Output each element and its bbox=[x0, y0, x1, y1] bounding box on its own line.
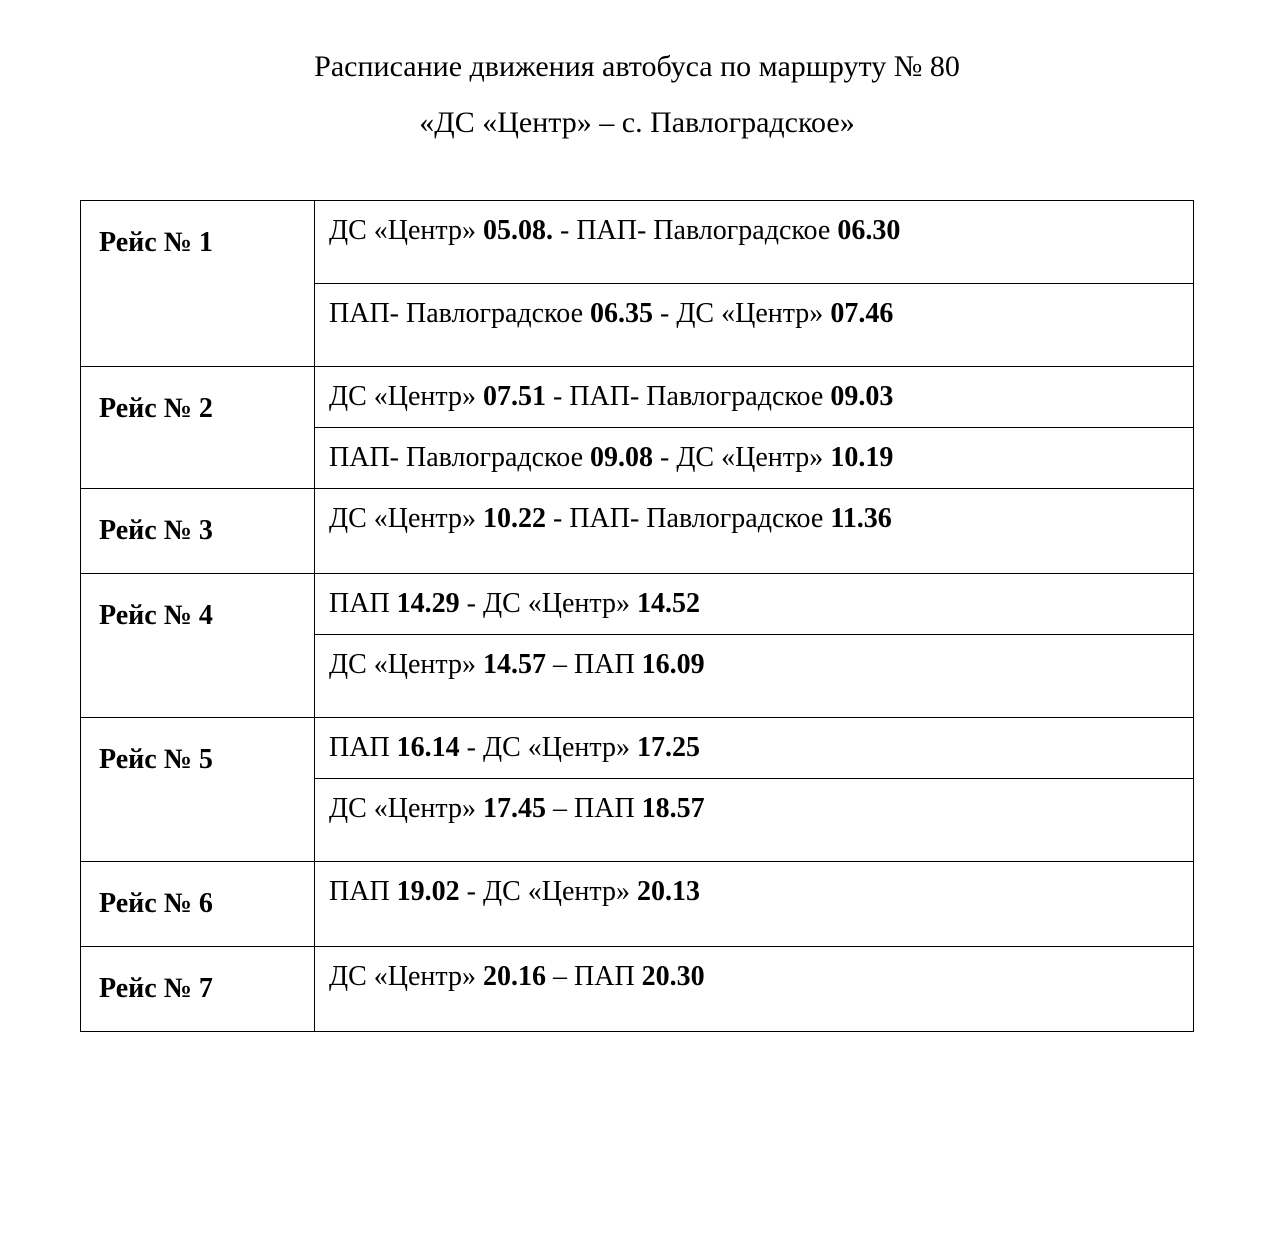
route-cell: ДС «Центр» 05.08. - ПАП- Павлоградское 0… bbox=[315, 201, 1194, 284]
trip-label: Рейс № 5 bbox=[81, 718, 315, 862]
route-cell: ДС «Центр» 20.16 – ПАП 20.30 bbox=[315, 947, 1194, 1032]
time-value: 06.35 bbox=[590, 298, 653, 329]
time-value: 09.03 bbox=[830, 381, 893, 412]
route-cell: ДС «Центр» 10.22 - ПАП- Павлоградское 11… bbox=[315, 489, 1194, 574]
trip-label: Рейс № 1 bbox=[81, 201, 315, 367]
time-value: 07.46 bbox=[830, 298, 893, 329]
table-row: Рейс № 3ДС «Центр» 10.22 - ПАП- Павлогра… bbox=[81, 489, 1194, 574]
route-cell: ДС «Центр» 17.45 – ПАП 18.57 bbox=[315, 779, 1194, 862]
table-row: Рейс № 6ПАП 19.02 - ДС «Центр» 20.13 bbox=[81, 862, 1194, 947]
route-cell: ДС «Центр» 07.51 - ПАП- Павлоградское 09… bbox=[315, 367, 1194, 428]
route-cell: ПАП 14.29 - ДС «Центр» 14.52 bbox=[315, 574, 1194, 635]
table-row: Рейс № 4ПАП 14.29 - ДС «Центр» 14.52 bbox=[81, 574, 1194, 635]
trip-label: Рейс № 2 bbox=[81, 367, 315, 489]
time-value: 14.57 bbox=[483, 649, 546, 680]
table-row: Рейс № 1ДС «Центр» 05.08. - ПАП- Павлогр… bbox=[81, 201, 1194, 284]
time-value: 18.57 bbox=[642, 793, 705, 824]
time-value: 10.22 bbox=[483, 503, 546, 534]
trip-label: Рейс № 6 bbox=[81, 862, 315, 947]
trip-label: Рейс № 4 bbox=[81, 574, 315, 718]
route-cell: ПАП 16.14 - ДС «Центр» 17.25 bbox=[315, 718, 1194, 779]
trip-label: Рейс № 3 bbox=[81, 489, 315, 574]
time-value: 16.14 bbox=[397, 732, 460, 763]
time-value: 14.29 bbox=[397, 588, 460, 619]
schedule-table: Рейс № 1ДС «Центр» 05.08. - ПАП- Павлогр… bbox=[80, 200, 1194, 1032]
time-value: 10.19 bbox=[830, 442, 893, 473]
document-title: Расписание движения автобуса по маршруту… bbox=[80, 50, 1194, 84]
table-row: Рейс № 7ДС «Центр» 20.16 – ПАП 20.30 bbox=[81, 947, 1194, 1032]
time-value: 20.16 bbox=[483, 961, 546, 992]
time-value: 20.30 bbox=[642, 961, 705, 992]
table-row: Рейс № 5ПАП 16.14 - ДС «Центр» 17.25 bbox=[81, 718, 1194, 779]
time-value: 11.36 bbox=[830, 503, 891, 534]
time-value: 17.45 bbox=[483, 793, 546, 824]
time-value: 06.30 bbox=[837, 215, 900, 246]
time-value: 16.09 bbox=[642, 649, 705, 680]
time-value: 17.25 bbox=[637, 732, 700, 763]
route-cell: ПАП 19.02 - ДС «Центр» 20.13 bbox=[315, 862, 1194, 947]
time-value: 05.08. bbox=[483, 215, 553, 246]
route-cell: ДС «Центр» 14.57 – ПАП 16.09 bbox=[315, 635, 1194, 718]
trip-label: Рейс № 7 bbox=[81, 947, 315, 1032]
table-row: Рейс № 2ДС «Центр» 07.51 - ПАП- Павлогра… bbox=[81, 367, 1194, 428]
route-cell: ПАП- Павлоградское 09.08 - ДС «Центр» 10… bbox=[315, 428, 1194, 489]
time-value: 07.51 bbox=[483, 381, 546, 412]
time-value: 14.52 bbox=[637, 588, 700, 619]
time-value: 19.02 bbox=[397, 876, 460, 907]
time-value: 20.13 bbox=[637, 876, 700, 907]
time-value: 09.08 bbox=[590, 442, 653, 473]
document-subtitle: «ДС «Центр» – с. Павлоградское» bbox=[80, 106, 1194, 140]
route-cell: ПАП- Павлоградское 06.35 - ДС «Центр» 07… bbox=[315, 284, 1194, 367]
